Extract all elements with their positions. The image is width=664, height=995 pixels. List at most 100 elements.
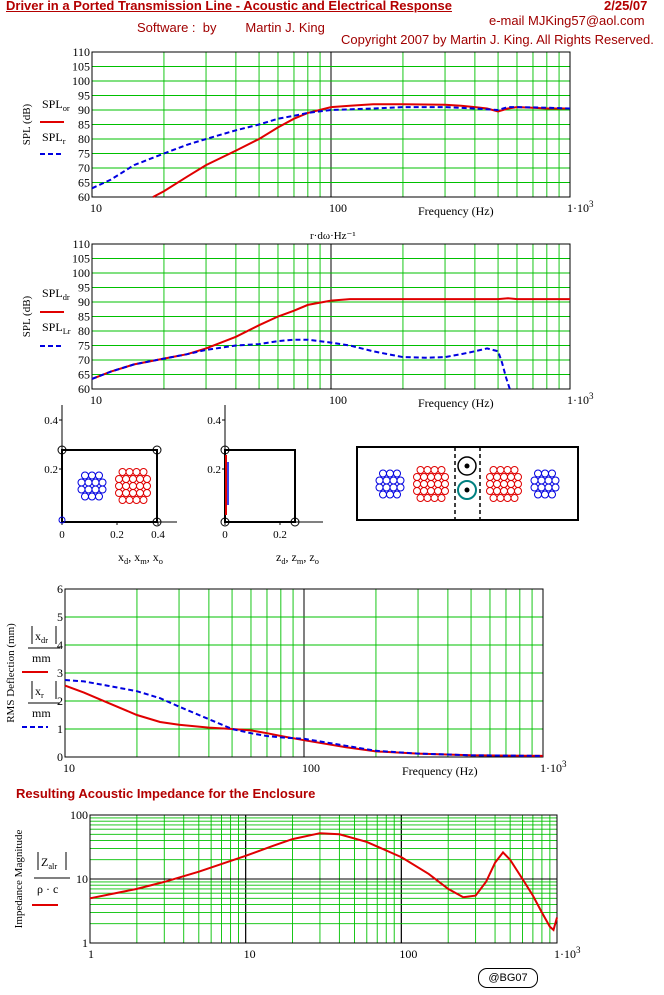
impedance-section-title: Resulting Acoustic Impedance for the Enc… xyxy=(16,786,316,801)
top-view-box xyxy=(356,446,579,521)
driver-circle xyxy=(530,483,539,492)
side-x-tick-label: 0.2 xyxy=(110,529,124,541)
legend-xd-denominator: mm xyxy=(32,651,51,665)
driver-circle xyxy=(427,487,435,495)
driver-circle xyxy=(382,483,391,492)
side-x-tick-label: 0 xyxy=(59,529,65,541)
y-axis-label: RMS Deflection (mm) xyxy=(5,623,17,723)
front-corner-marker xyxy=(220,445,230,455)
y-tick-label: 105 xyxy=(72,60,90,74)
date-label: 2/25/07 xyxy=(604,0,648,13)
plot-frame xyxy=(91,51,571,198)
driver-circle xyxy=(91,478,100,487)
plot-frame xyxy=(91,243,571,390)
legend-z-denominator: ρ · c xyxy=(37,882,58,896)
top-small-driver-left xyxy=(375,469,405,499)
driver-circle xyxy=(534,490,542,499)
side-x-tick-label: 0.4 xyxy=(151,529,165,541)
x-tick-label: 1 xyxy=(88,947,94,961)
legend-label-spl: SPLr xyxy=(42,130,66,146)
driver-circle xyxy=(125,496,134,504)
driver-circle xyxy=(500,487,508,495)
side-large-driver xyxy=(115,468,151,504)
driver-circle xyxy=(95,492,103,501)
y-tick-label: 90 xyxy=(78,103,90,117)
driver-circle xyxy=(500,480,508,488)
driver-circle xyxy=(386,490,394,499)
email-label: e-mail MJKing57@aol.com xyxy=(489,13,645,28)
front-y-tick-label: 0.2 xyxy=(207,464,221,476)
driver-circle xyxy=(98,485,107,494)
driver-circle xyxy=(441,480,449,488)
driver-circle xyxy=(434,480,442,488)
y-tick-label: 85 xyxy=(78,310,90,324)
driver-circle xyxy=(143,482,151,490)
series-line-SPL_r xyxy=(91,106,571,190)
driver-circle xyxy=(136,489,144,497)
front-x-tick-label: 0 xyxy=(222,529,228,541)
series-line-Zal_r xyxy=(89,832,558,932)
legend-label-spl-d: SPLdr xyxy=(42,286,70,302)
driver-circle xyxy=(493,473,501,481)
driver-circle xyxy=(81,471,89,480)
port-dot xyxy=(464,463,470,469)
y-tick-label: 65 xyxy=(78,368,90,382)
y-tick-label: 4 xyxy=(57,638,63,652)
driver-circle xyxy=(496,494,505,502)
x-axis-label: Frequency (Hz) xyxy=(418,204,494,218)
driver-circle xyxy=(382,476,391,485)
copyright-label: Copyright 2007 by Martin J. King. All Ri… xyxy=(341,32,654,47)
x-tick-label: 10 xyxy=(90,393,102,407)
driver-circle xyxy=(423,466,432,474)
driver-circle xyxy=(129,482,137,490)
driver-circle xyxy=(514,473,522,481)
driver-circle xyxy=(441,487,449,495)
driver-circle xyxy=(393,469,401,478)
y-axis-label: SPL (dB) xyxy=(21,103,33,145)
driver-circle xyxy=(423,494,432,502)
x-tick-label: 1·103 xyxy=(554,945,581,961)
driver-circle xyxy=(115,482,123,490)
series-line-x_r xyxy=(64,679,544,757)
top-small-driver-right xyxy=(530,469,560,499)
x-tick-label: 10 xyxy=(90,201,102,215)
driver-circle xyxy=(375,483,384,492)
driver-circle xyxy=(551,476,560,485)
driver-circle xyxy=(136,475,144,483)
plot-frame xyxy=(89,814,558,944)
y-tick-label: 2 xyxy=(57,694,63,708)
port-circle xyxy=(457,456,477,476)
driver-circle xyxy=(434,473,442,481)
driver-circle xyxy=(441,473,449,481)
driver-circle xyxy=(500,473,508,481)
y-tick-label: 110 xyxy=(72,45,90,59)
driver-circle xyxy=(486,473,494,481)
x-tick-label: 100 xyxy=(399,947,417,961)
driver-circle xyxy=(544,483,553,492)
driver-circle xyxy=(84,485,93,494)
driver-circle xyxy=(503,466,512,474)
side-small-driver xyxy=(77,471,107,501)
driver-circle xyxy=(420,473,428,481)
driver-circle xyxy=(115,475,123,483)
driver-circle xyxy=(514,487,522,495)
driver-circle xyxy=(88,492,96,501)
side-x-axis-label: xd, xm, xo xyxy=(118,550,163,566)
series-line-SPLL_r xyxy=(91,338,511,390)
driver-circle xyxy=(125,468,134,476)
driver-circle xyxy=(548,469,556,478)
front-y-tick-label: 0.4 xyxy=(207,415,221,427)
driver-circle xyxy=(534,469,542,478)
driver-circle xyxy=(379,490,387,499)
driver-circle xyxy=(430,466,439,474)
y-tick-label: 60 xyxy=(78,190,90,204)
page-title: Driver in a Ported Transmission Line - A… xyxy=(6,0,452,13)
front-box xyxy=(224,449,296,523)
driver-circle xyxy=(88,471,96,480)
y-tick-label: 100 xyxy=(72,266,90,280)
series-line-xd_r xyxy=(64,684,544,757)
y-tick-label: 70 xyxy=(78,353,90,367)
